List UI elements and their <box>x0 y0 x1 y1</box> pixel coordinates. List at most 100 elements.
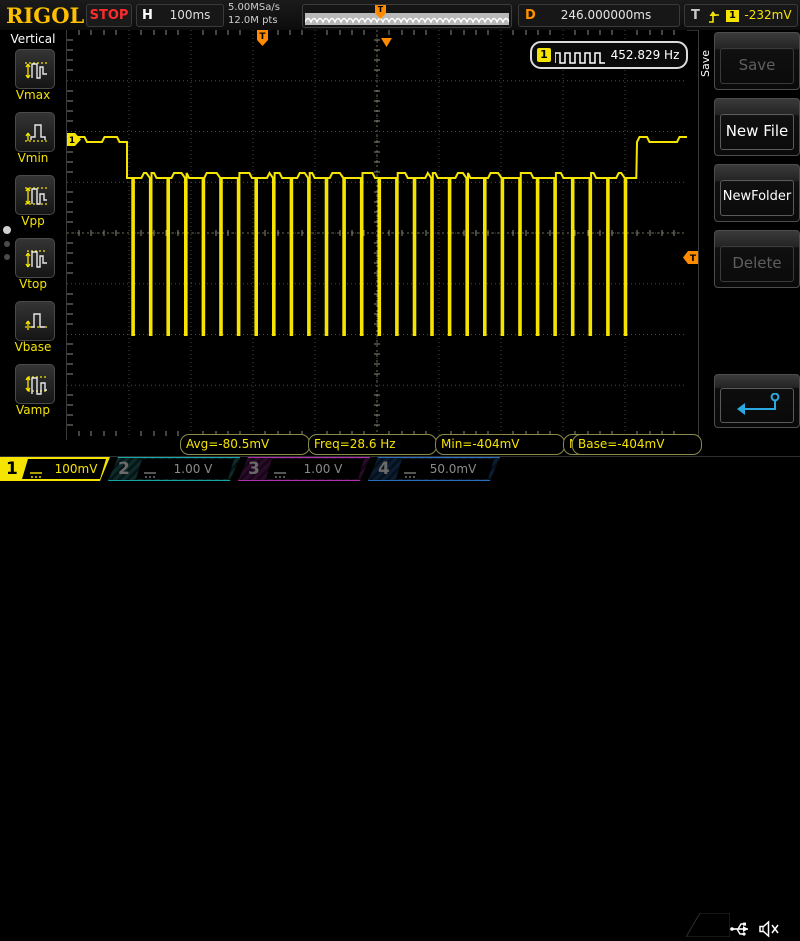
sidebar-item-label: Vamp <box>16 403 50 417</box>
delete-button[interactable]: Delete <box>714 230 800 288</box>
channel-4[interactable]: 4 50.0mV <box>368 457 500 481</box>
channel1-ground-marker[interactable]: 1 <box>67 131 81 146</box>
menu-tab-label: Save <box>699 50 713 110</box>
sidebar-item-label: Vpp <box>21 214 45 228</box>
vbase-icon <box>15 301 55 341</box>
sidebar-item-vmin[interactable]: Vmin <box>0 111 66 174</box>
svg-text:T: T <box>259 32 266 42</box>
svg-text:T: T <box>690 254 697 264</box>
delete-button-label: Delete <box>732 254 782 272</box>
waveform-display-area[interactable] <box>67 30 687 436</box>
delay-value: 246.000000ms <box>560 8 652 22</box>
measurement-item-base[interactable]: Base=-404mV <box>572 434 702 455</box>
channel-1[interactable]: 1 100mV <box>0 457 110 481</box>
channel-3[interactable]: 3 1.00 V <box>238 457 370 481</box>
horizontal-timebase-box[interactable]: H 100ms <box>136 4 224 27</box>
measurement-item-freq[interactable]: Freq=28.6 Hz <box>308 434 437 455</box>
measurement-label: Base=-404mV <box>578 437 665 451</box>
preview-trigger-flag-icon: T <box>375 5 386 19</box>
page-dot[interactable] <box>4 254 10 260</box>
status-notch <box>685 912 731 938</box>
save-button-label: Save <box>738 56 776 74</box>
channel-1-inner <box>22 459 106 479</box>
back-button[interactable] <box>714 374 800 428</box>
vmax-icon <box>15 49 55 89</box>
vertical-measure-sidebar: Vertical Vmax Vmin <box>0 30 67 440</box>
delay-value-box[interactable]: D 246.000000ms <box>518 4 680 27</box>
vmin-icon <box>15 112 55 152</box>
channel-4-inner <box>396 459 494 479</box>
trigger-position-marker-icon[interactable]: T <box>257 30 268 46</box>
trigger-level-marker[interactable]: T <box>683 249 699 264</box>
channel-2-scale: 1.00 V <box>173 462 213 476</box>
measurement-item-min[interactable]: Min=-404mV <box>435 434 565 455</box>
new-folder-button-label: NewFolder <box>722 189 792 204</box>
acquisition-info: 5.00MSa/s 12.0M pts <box>228 1 300 27</box>
sample-rate-value: 5.00MSa/s <box>228 2 280 13</box>
freq-counter-channel-badge: 1 <box>537 48 551 62</box>
sidebar-title: Vertical <box>10 32 56 46</box>
svg-text:T: T <box>378 5 384 14</box>
horizontal-label: H <box>142 8 153 23</box>
memory-depth-value: 12.0M pts <box>228 15 278 26</box>
delay-label: D <box>525 8 536 23</box>
channel-2[interactable]: 2 1.00 V <box>108 457 240 481</box>
waveform-preview-bar[interactable]: T <box>302 4 512 28</box>
sidebar-item-vbase[interactable]: Vbase <box>0 300 66 363</box>
new-file-button-inner <box>720 114 794 150</box>
rigol-logo: RIGOL <box>6 3 85 28</box>
save-button-inner <box>720 48 794 84</box>
page-dot-active[interactable] <box>3 226 11 234</box>
sidebar-item-label: Vmin <box>17 151 49 165</box>
save-button[interactable]: Save <box>714 32 800 90</box>
square-wave-icon <box>554 49 605 68</box>
channel-3-inner <box>266 459 364 479</box>
rising-edge-icon <box>708 9 721 23</box>
channel-3-number: 3 <box>248 459 260 479</box>
grid-and-trace <box>67 30 687 436</box>
channel-2-number: 2 <box>118 459 130 479</box>
dc-coupling-icon <box>144 464 156 478</box>
new-folder-button[interactable]: NewFolder <box>714 164 800 222</box>
frequency-counter-value: 452.829 Hz <box>610 48 680 62</box>
sidebar-item-vamp[interactable]: Vamp <box>0 363 66 426</box>
new-folder-button-inner <box>720 180 794 216</box>
channel-3-scale: 1.00 V <box>303 462 343 476</box>
sidebar-item-label: Vtop <box>19 277 47 291</box>
channel-1-scale: 100mV <box>54 462 98 476</box>
measurement-item-avg[interactable]: Avg=-80.5mV <box>180 434 310 455</box>
top-status-bar: RIGOL STOP H 100ms 5.00MSa/s 12.0M pts T <box>0 0 800 31</box>
preview-waveform <box>305 13 509 25</box>
trigger-status-box[interactable]: T 1 -232mV <box>684 4 798 27</box>
frequency-counter[interactable]: 1 452.829 Hz <box>530 41 688 69</box>
sidebar-item-vmax[interactable]: Vmax <box>0 48 66 111</box>
sidebar-item-vpp[interactable]: Vpp <box>0 174 66 237</box>
channel-1-trace <box>67 136 687 336</box>
vpp-icon <box>15 175 55 215</box>
new-file-button-label: New File <box>725 122 789 140</box>
status-icons <box>728 913 798 938</box>
dc-coupling-icon <box>30 464 42 478</box>
timebase-value: 100ms <box>169 8 211 22</box>
svg-text:1: 1 <box>69 136 75 146</box>
channel-2-inner <box>136 459 234 479</box>
measurement-label: Avg=-80.5mV <box>186 437 270 451</box>
channel-4-number: 4 <box>378 459 390 479</box>
delay-position-marker-icon[interactable] <box>381 32 392 47</box>
sidebar-item-vtop[interactable]: Vtop <box>0 237 66 300</box>
new-file-button[interactable]: New File <box>714 98 800 156</box>
sidebar-item-label: Vbase <box>14 340 52 354</box>
run-state-label: STOP <box>89 8 129 23</box>
trigger-level-value: -232mV <box>744 8 792 22</box>
right-function-menu: Save Save New File NewFolder Delete <box>698 30 800 440</box>
back-button-inner <box>720 388 794 423</box>
trigger-source-badge: 1 <box>726 10 739 22</box>
vamp-icon <box>15 364 55 404</box>
dc-coupling-icon <box>274 464 286 478</box>
measurement-label: Min=-404mV <box>441 437 520 451</box>
run-state-indicator[interactable]: STOP <box>86 4 132 27</box>
channel-status-bar: 1 100mV 2 <box>0 456 800 938</box>
page-dot[interactable] <box>4 241 10 247</box>
sidebar-page-dots[interactable] <box>3 226 12 267</box>
